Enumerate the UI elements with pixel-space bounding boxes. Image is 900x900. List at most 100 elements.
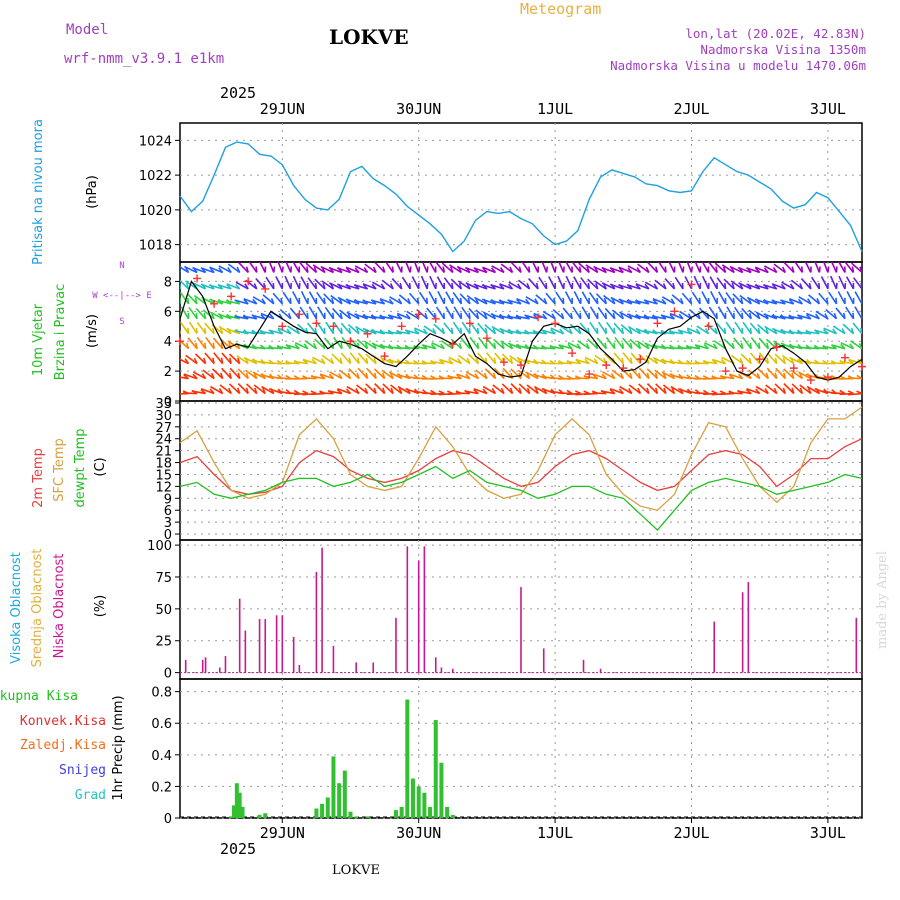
wind-arrow (293, 360, 308, 365)
wind-arrow-head (313, 266, 318, 273)
wind-arrow (738, 282, 752, 290)
ytick-label-wind: 2 (164, 365, 172, 380)
wind-arrow (436, 276, 445, 290)
wind-gust-marker (551, 319, 560, 328)
wind-arrow (262, 294, 275, 305)
wind-arrow-head (382, 372, 386, 379)
wind-arrow (808, 294, 820, 305)
wind-arrow-head (468, 312, 471, 319)
wind-arrow (531, 262, 539, 273)
wind-arrow-head (509, 266, 514, 273)
wind-arrow-head (302, 390, 309, 395)
wind-arrow (374, 383, 386, 395)
wind-arrow (292, 262, 301, 273)
wind-arrow-head (841, 328, 846, 335)
wind-arrow (333, 336, 343, 350)
wind-arrow-head (364, 342, 369, 349)
precip-bar (439, 762, 444, 818)
wind-gust-marker (244, 277, 253, 286)
wind-arrow-head (714, 327, 718, 334)
wind-arrow-head (235, 283, 241, 290)
wind-arrow (252, 371, 266, 380)
wind-arrow-head (226, 284, 232, 290)
wind-arrow (355, 384, 369, 395)
xtick-label-bottom: 1JUL (537, 824, 573, 842)
wind-arrow-head (832, 328, 838, 335)
wind-arrow (234, 329, 249, 335)
wind-arrow-head (800, 266, 804, 273)
wind-arrow-head (195, 312, 198, 319)
wind-arrow (832, 325, 846, 335)
wind-arrow (701, 262, 710, 273)
wind-arrow-head (771, 284, 778, 290)
wind-arrow (354, 265, 368, 274)
wind-gust-marker (789, 364, 798, 373)
wind-arrow-head (476, 327, 480, 334)
wind-arrow (413, 262, 420, 273)
wind-arrow (565, 275, 573, 290)
wind-arrow (460, 337, 471, 350)
wind-arrow-head (586, 266, 590, 273)
wind-arrow (564, 291, 573, 305)
wind-arrow (652, 344, 667, 350)
precip-bar (354, 816, 359, 818)
wind-arrow-head (638, 372, 642, 379)
wind-arrow-head (430, 343, 437, 350)
wind-arrow (475, 369, 488, 380)
wind-arrow-head (311, 358, 317, 365)
wind-arrow (646, 368, 658, 380)
wind-arrow-head (354, 267, 360, 273)
wind-arrow-head (814, 313, 820, 320)
wind-arrow (439, 358, 454, 365)
wind-arrow (580, 277, 590, 290)
wind-arrow (340, 322, 352, 335)
wind-compass-n: N (119, 261, 124, 271)
precip-label-snow: Snijeg (59, 763, 106, 778)
wind-arrow (183, 392, 198, 395)
wind-arrow-head (629, 342, 633, 349)
wind-arrow (184, 265, 198, 274)
wind-arrow (789, 356, 803, 365)
wind-arrow (265, 276, 275, 290)
wind-arrow (405, 387, 419, 395)
wind-arrow (515, 315, 530, 320)
wind-arrow (660, 314, 675, 320)
wind-arrow-head (703, 343, 710, 350)
wind-arrow (236, 354, 249, 365)
wind-arrow-head (362, 284, 369, 290)
precip-bar (240, 806, 245, 818)
wind-arrow-head (405, 313, 411, 320)
wind-arrow-head (808, 282, 812, 290)
wind-arrow-head (339, 312, 343, 319)
wind-arrow (200, 283, 215, 290)
wind-arrow-head (184, 358, 190, 365)
wind-arrow (469, 321, 480, 335)
ytick-label-cloud: 25 (155, 635, 172, 650)
wind-arrow (312, 356, 326, 365)
wind-arrow-head (610, 373, 616, 380)
wind-arrow-head (187, 327, 190, 334)
wind-arrow (337, 283, 351, 290)
wind-arrow (734, 321, 744, 335)
wind-arrow (209, 298, 223, 305)
wind-gust-marker (329, 322, 338, 331)
wind-arrow (646, 383, 658, 395)
wind-arrow (555, 291, 565, 305)
wind-arrow (357, 367, 369, 380)
ytick-label-cloud: 50 (155, 603, 172, 618)
wind-arrow (380, 356, 394, 365)
wind-arrow (688, 308, 701, 320)
wind-arrow (618, 284, 633, 290)
wind-arrow-head (364, 387, 369, 394)
ytick-label-precip: 0.8 (151, 686, 172, 701)
wind-arrow-head (765, 372, 769, 379)
wind-arrow-head (601, 373, 607, 380)
wind-arrow-head (348, 327, 352, 334)
wind-arrow (838, 275, 846, 290)
wind-arrow (814, 329, 829, 335)
precip-bar (325, 797, 330, 818)
wind-arrow-head (373, 357, 377, 364)
wind-arrow (557, 275, 565, 290)
wind-arrow-head (210, 372, 215, 379)
wind-arrow (321, 354, 334, 365)
